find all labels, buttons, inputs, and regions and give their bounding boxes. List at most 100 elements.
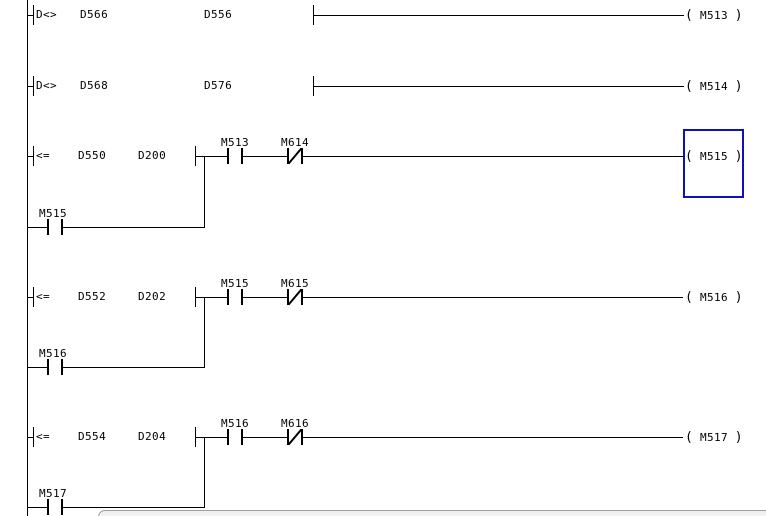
wire: [27, 507, 48, 508]
contact-bar: [227, 148, 229, 164]
wire: [27, 297, 34, 298]
wire: [196, 156, 227, 157]
contact-label: M615: [280, 277, 310, 290]
contact-bar: [61, 219, 63, 235]
compare-right-bar: [195, 287, 196, 307]
output-coil[interactable]: ( M515 ): [683, 149, 745, 164]
contact-label: M614: [280, 136, 310, 149]
coil-device: M516: [699, 291, 729, 304]
wire: [27, 437, 34, 438]
contact-label: M515: [38, 207, 68, 220]
compare-operand-2[interactable]: D556: [204, 8, 233, 21]
wire: [27, 15, 34, 16]
compare-right-bar: [313, 76, 314, 96]
contact-bar: [301, 148, 303, 164]
coil-open-paren: (: [685, 79, 694, 94]
branch-wire: [204, 297, 205, 368]
no-contact[interactable]: [227, 148, 243, 164]
contact-bar: [241, 429, 243, 445]
contact-bar: [61, 499, 63, 515]
compare-operand-1[interactable]: D552: [78, 290, 107, 303]
compare-operand-2[interactable]: D576: [204, 79, 233, 92]
compare-right-bar: [313, 5, 314, 25]
contact-bar: [227, 429, 229, 445]
wire: [314, 15, 684, 16]
wire: [243, 156, 287, 157]
compare-operand-2[interactable]: D202: [138, 290, 167, 303]
wire: [27, 86, 34, 87]
no-contact[interactable]: [47, 219, 63, 235]
contact-label: M515: [220, 277, 250, 290]
wire: [243, 297, 287, 298]
branch-wire: [204, 437, 205, 508]
nc-contact[interactable]: [287, 428, 303, 446]
wire: [63, 367, 205, 368]
compare-operator[interactable]: D<>: [36, 79, 58, 92]
coil-close-paren: ): [734, 290, 743, 305]
wire: [196, 297, 227, 298]
contact-bar: [301, 289, 303, 305]
contact-bar: [287, 289, 289, 305]
compare-operand-1[interactable]: D554: [78, 430, 107, 443]
wire: [314, 86, 684, 87]
contact-bar: [47, 359, 49, 375]
compare-operator[interactable]: <=: [36, 290, 51, 303]
compare-operator[interactable]: <=: [36, 149, 51, 162]
wire: [27, 367, 48, 368]
no-contact[interactable]: [47, 499, 63, 515]
wire: [27, 227, 48, 228]
coil-open-paren: (: [685, 290, 694, 305]
compare-operand-1[interactable]: D550: [78, 149, 107, 162]
compare-right-bar: [195, 146, 196, 166]
compare-operand-2[interactable]: D204: [138, 430, 167, 443]
compare-left-bar: [33, 287, 34, 307]
wire: [63, 507, 205, 508]
nc-contact[interactable]: [287, 147, 303, 165]
wire: [196, 437, 227, 438]
compare-right-bar: [195, 427, 196, 447]
compare-operand-2[interactable]: D200: [138, 149, 167, 162]
no-contact[interactable]: [227, 289, 243, 305]
wire: [243, 437, 287, 438]
output-coil[interactable]: ( M516 ): [683, 290, 745, 305]
coil-open-paren: (: [685, 8, 694, 23]
compare-operator[interactable]: <=: [36, 430, 51, 443]
overlapping-window-edge: [98, 510, 766, 516]
wire: [63, 227, 205, 228]
contact-bar: [47, 219, 49, 235]
left-power-rail: [27, 0, 28, 516]
no-contact[interactable]: [227, 429, 243, 445]
contact-bar: [301, 429, 303, 445]
compare-operator[interactable]: D<>: [36, 8, 58, 21]
contact-bar: [287, 148, 289, 164]
compare-operand-1[interactable]: D566: [80, 8, 109, 21]
wire: [303, 297, 683, 298]
nc-contact[interactable]: [287, 288, 303, 306]
contact-bar: [241, 148, 243, 164]
edit-cursor: [683, 129, 744, 198]
compare-operand-1[interactable]: D568: [80, 79, 109, 92]
compare-left-bar: [33, 427, 34, 447]
coil-close-paren: ): [734, 430, 743, 445]
wire: [303, 156, 683, 157]
no-contact[interactable]: [47, 359, 63, 375]
coil-close-paren: ): [734, 149, 743, 164]
output-coil[interactable]: ( M513 ): [683, 8, 745, 23]
coil-open-paren: (: [685, 430, 694, 445]
contact-label: M616: [280, 417, 310, 430]
coil-device: M515: [699, 150, 729, 163]
wire: [303, 437, 683, 438]
coil-close-paren: ): [734, 79, 743, 94]
contact-label: M513: [220, 136, 250, 149]
compare-left-bar: [33, 146, 34, 166]
output-coil[interactable]: ( M514 ): [683, 79, 745, 94]
contact-bar: [47, 499, 49, 515]
branch-wire: [204, 156, 205, 228]
wire: [27, 156, 34, 157]
compare-left-bar: [33, 5, 34, 25]
output-coil[interactable]: ( M517 ): [683, 430, 745, 445]
contact-label: M517: [38, 487, 68, 500]
contact-bar: [287, 429, 289, 445]
coil-device: M517: [699, 431, 729, 444]
